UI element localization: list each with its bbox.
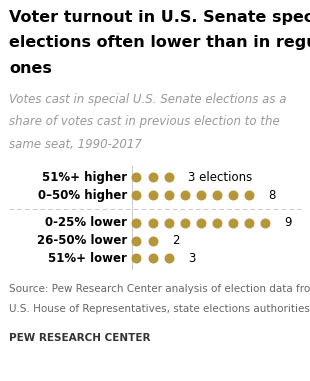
Text: same seat, 1990-2017: same seat, 1990-2017 [9, 138, 142, 150]
Text: 3 elections: 3 elections [188, 171, 252, 184]
Text: Source: Pew Research Center analysis of election data from: Source: Pew Research Center analysis of … [9, 284, 310, 294]
Text: share of votes cast in previous election to the: share of votes cast in previous election… [9, 115, 280, 128]
Text: 2: 2 [172, 234, 179, 247]
Text: 0-25% lower: 0-25% lower [45, 216, 127, 229]
Text: 0–50% higher: 0–50% higher [38, 189, 127, 202]
Text: 51%+ lower: 51%+ lower [48, 252, 127, 265]
Text: ones: ones [9, 61, 52, 76]
Text: 51%+ higher: 51%+ higher [42, 171, 127, 184]
Text: PEW RESEARCH CENTER: PEW RESEARCH CENTER [9, 333, 151, 343]
Text: elections often lower than in regular: elections often lower than in regular [9, 35, 310, 50]
Text: Votes cast in special U.S. Senate elections as a: Votes cast in special U.S. Senate electi… [9, 93, 287, 106]
Text: Voter turnout in U.S. Senate special: Voter turnout in U.S. Senate special [9, 10, 310, 24]
Text: U.S. House of Representatives, state elections authorities.: U.S. House of Representatives, state ele… [9, 304, 310, 314]
Text: 8: 8 [268, 189, 276, 202]
Text: 9: 9 [285, 216, 292, 229]
Text: 3: 3 [188, 252, 195, 265]
Text: 26-50% lower: 26-50% lower [37, 234, 127, 247]
